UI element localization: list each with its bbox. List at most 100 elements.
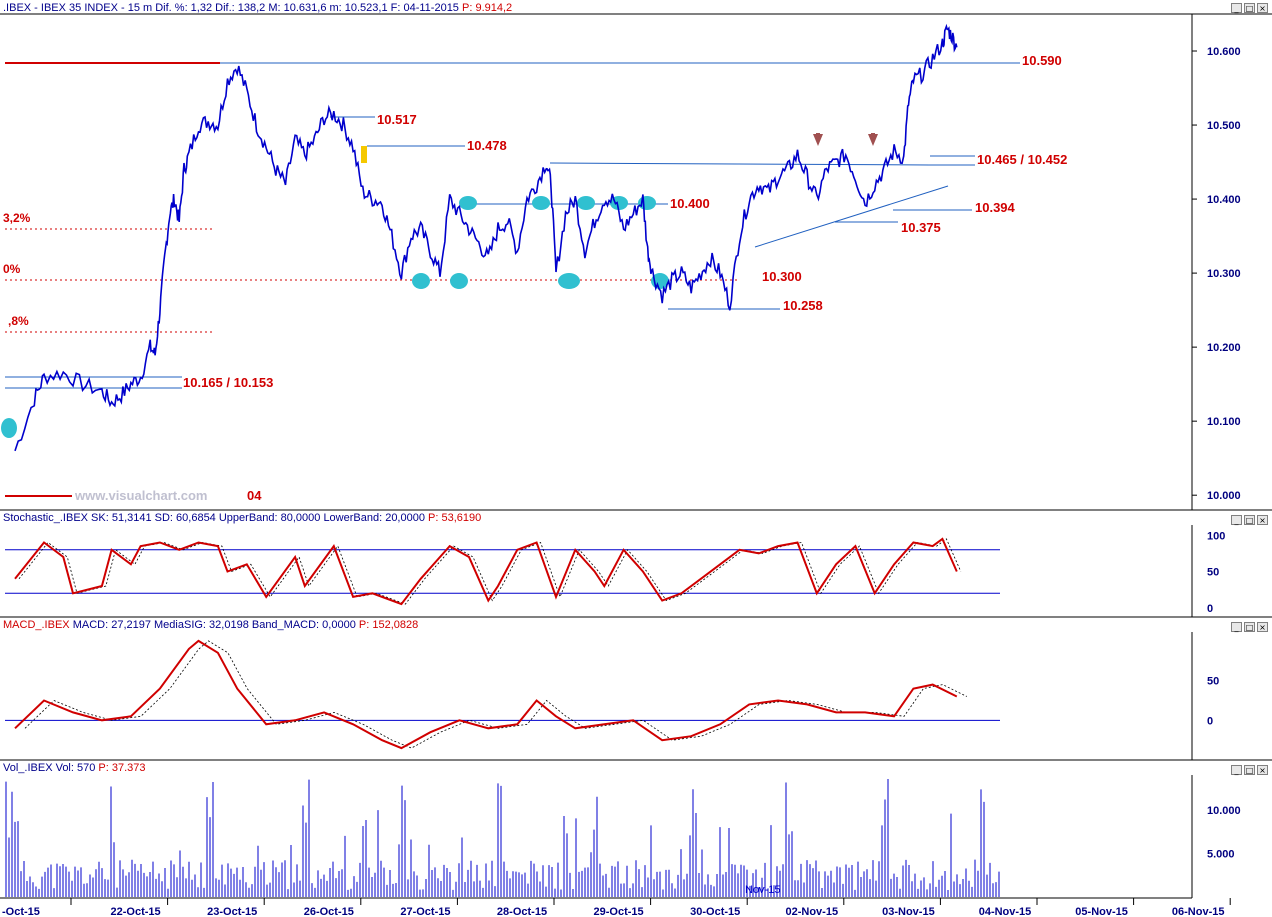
resistance-marker [459,196,477,210]
x-axis-tick-label: 02-Nov-15 [786,906,839,917]
macd-signal-line [24,640,967,749]
price-y-tick-label: 10.300 [1207,268,1241,280]
stochastic-y-tick-label: 0 [1207,603,1213,615]
x-axis-tick-label: -Oct-15 [2,906,40,917]
level-label-10258: 10.258 [783,298,823,313]
x-axis-tick-label: 29-Oct-15 [594,906,644,917]
price-chart: 10.000 10.100 10.200 10.300 10.400 10.500 10.6… [14,23,1241,502]
level-label-10400: 10.400 [670,196,710,211]
stochastic-chart: 0 50 100 [5,530,1225,615]
volume-pane-window-buttons: _ □ × [1231,765,1268,775]
start-marker [1,418,17,438]
volume-chart: 5.000 10.000 [5,778,1241,897]
support-marker [558,273,580,289]
month-marker: Nov-15 [745,884,780,896]
watermark-suffix: 04 [247,488,262,503]
support-marker [450,273,468,289]
volume-minimize-button[interactable]: _ [1231,765,1242,775]
fib-label-3: ,8% [8,314,29,328]
level-label-10478: 10.478 [467,138,507,153]
macd-close-button[interactable]: × [1257,622,1268,632]
level-label-10165-10153: 10.165 / 10.153 [183,375,273,390]
stochastic-sd-line [18,538,962,605]
price-annotations: 10.590 10.517 10.478 10.400 10.465 / 10.… [1,53,1067,503]
x-axis-tick-label: 27-Oct-15 [400,906,450,917]
minimize-button[interactable]: _ [1231,3,1242,13]
volume-pane-header: Vol_.IBEX Vol: 570 P: 37.373 [3,762,146,774]
macd-maximize-button[interactable]: □ [1244,622,1255,632]
price-header-symbol: .IBEX - IBEX 35 INDEX - 15 m [3,2,153,14]
stochastic-maximize-button[interactable]: □ [1244,515,1255,525]
stochastic-pane-header: Stochastic_.IBEX SK: 51,3141 SD: 60,6854… [3,512,481,524]
volume-header-last: P: 37.373 [98,762,146,774]
price-header-last: P: 9.914,2 [462,2,513,14]
volume-y-tick-label: 5.000 [1207,848,1235,860]
x-axis-tick-label: 22-Oct-15 [111,906,161,917]
x-axis-tick-label: 06-Nov-15 [1172,906,1225,917]
arrow-down-marker-1 [813,134,823,146]
macd-header-values: MACD: 27,2197 MediaSIG: 32,0198 Band_MAC… [72,619,356,631]
level-label-10590: 10.590 [1022,53,1062,68]
close-button[interactable]: × [1257,3,1268,13]
price-pane-header: .IBEX - IBEX 35 INDEX - 15 m Dif. %: 1,3… [3,2,512,14]
support-marker [412,273,430,289]
trendline-support [754,185,949,248]
price-y-tick-label: 10.500 [1207,120,1241,132]
maximize-button[interactable]: □ [1244,3,1255,13]
macd-minimize-button[interactable]: _ [1231,622,1242,632]
price-y-tick-label: 10.100 [1207,416,1241,428]
volume-close-button[interactable]: × [1257,765,1268,775]
fib-label-1: 3,2% [3,211,31,225]
arrow-down-marker-2 [868,134,878,146]
level-label-10300: 10.300 [762,269,802,284]
arrow-down-stem-1 [816,133,820,139]
macd-pane-header: MACD_.IBEX MACD: 27,2197 MediaSIG: 32,01… [3,619,418,631]
x-axis-tick-label: 05-Nov-15 [1075,906,1128,917]
macd-line [14,639,958,750]
macd-pane-window-buttons: _ □ × [1231,622,1268,632]
price-y-tick-label: 10.000 [1207,490,1241,502]
price-y-tick-label: 10.400 [1207,194,1241,206]
stochastic-header-last: P: 53,6190 [428,512,482,524]
stochastic-sk-line [14,537,958,606]
resistance-marker [638,196,656,210]
macd-header-name: MACD_.IBEX [3,619,70,631]
macd-y-tick-label: 50 [1207,676,1219,688]
pane-frames [0,13,1272,899]
level-label-10517: 10.517 [377,112,417,127]
stochastic-header-values: Stochastic_.IBEX SK: 51,3141 SD: 60,6854… [3,512,425,524]
x-axis-tick-label: 28-Oct-15 [497,906,547,917]
highlight-box [361,146,367,163]
price-header-stats: Dif. %: 1,32 Dif.: 138,2 M: 10.631,6 m: … [155,2,459,14]
price-series-line [14,23,958,452]
macd-y-tick-label: 0 [1207,715,1213,727]
time-axis: -Oct-15 22-Oct-15 23-Oct-15 26-Oct-15 27-Oct… [2,898,1231,917]
stochastic-minimize-button[interactable]: _ [1231,515,1242,525]
level-label-10394: 10.394 [975,200,1016,215]
x-axis-tick-label: 03-Nov-15 [882,906,935,917]
resistance-marker [532,196,550,210]
arrow-down-stem-2 [871,133,875,139]
stochastic-y-tick-label: 50 [1207,567,1219,579]
volume-header-values: Vol_.IBEX Vol: 570 [3,762,96,774]
fib-label-2: 0% [3,262,21,276]
level-line-10465-left [549,162,931,166]
x-axis-tick-label: 23-Oct-15 [207,906,257,917]
macd-header-last: P: 152,0828 [358,619,419,631]
stochastic-y-tick-label: 100 [1207,530,1225,542]
price-pane-window-buttons: _ □ × [1231,3,1268,13]
x-axis-tick-label: 04-Nov-15 [979,906,1032,917]
watermark: www.visualchart.com [74,488,207,503]
price-y-tick-label: 10.200 [1207,342,1241,354]
x-axis-tick-label: 30-Oct-15 [690,906,740,917]
macd-chart: 0 50 [5,639,1219,750]
volume-maximize-button[interactable]: □ [1244,765,1255,775]
level-label-10375: 10.375 [901,220,941,235]
volume-y-tick-label: 10.000 [1207,805,1241,817]
resistance-marker [577,196,595,210]
stochastic-pane-window-buttons: _ □ × [1231,515,1268,525]
stochastic-close-button[interactable]: × [1257,515,1268,525]
level-label-10465-10452: 10.465 / 10.452 [977,152,1067,167]
